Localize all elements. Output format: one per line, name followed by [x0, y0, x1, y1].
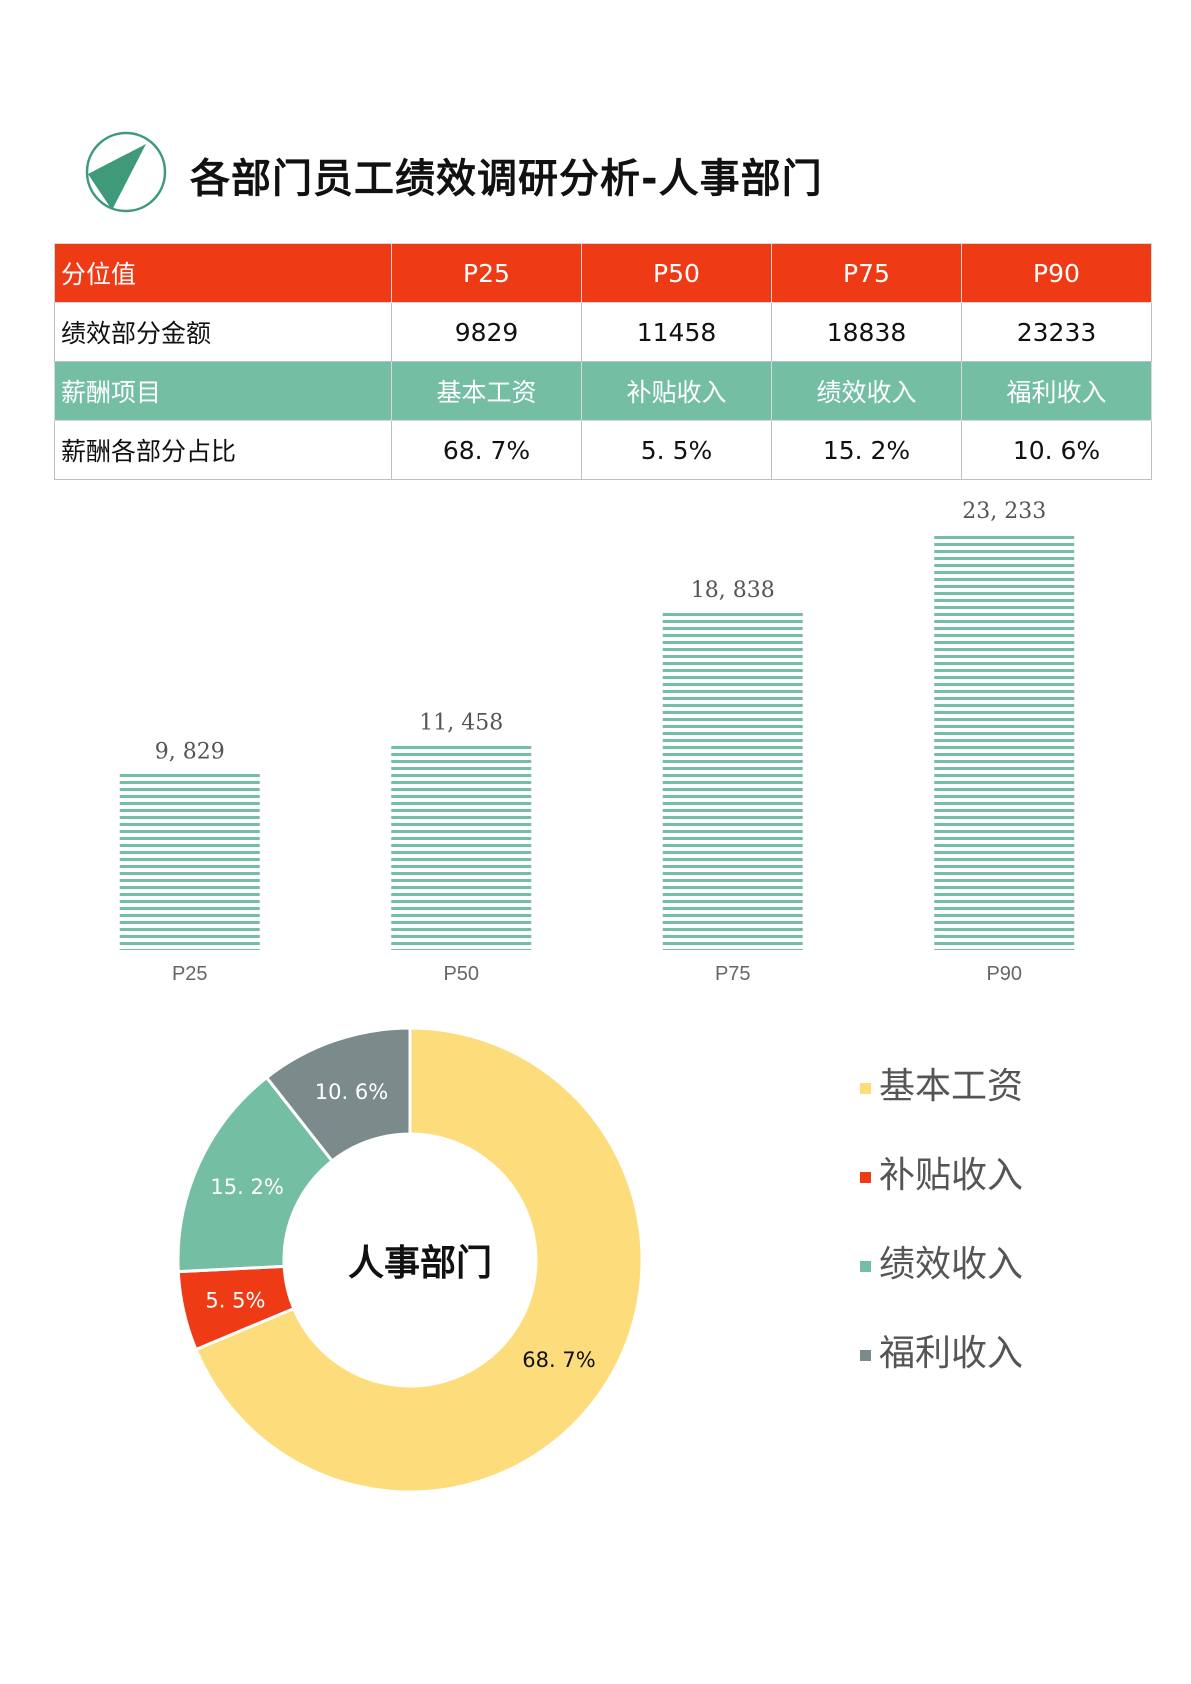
table-row: 绩效部分金额 9829 11458 18838 23233: [54, 302, 1152, 362]
bar-p75: [662, 611, 803, 950]
bar-p90: [934, 533, 1075, 950]
x-tick-label: P75: [715, 963, 751, 985]
table-cell: 23233: [961, 302, 1152, 362]
table-row-header: 薪酬项目: [54, 361, 392, 421]
donut-slice-label: 15. 2%: [210, 1175, 283, 1199]
triangle-logo-icon: [85, 131, 167, 213]
table-cell: 68. 7%: [391, 420, 582, 480]
donut-slice: [264, 1026, 412, 1164]
salary-donut-chart: 68. 7% 5. 5% 15. 2% 10. 6% 人事部门: [176, 1026, 644, 1494]
legend-swatch: [860, 1172, 871, 1183]
table-cell: 补贴收入: [581, 361, 772, 421]
table-cell: P50: [581, 243, 772, 303]
legend-swatch: [860, 1083, 871, 1094]
bar-data-label: 11, 458: [419, 710, 503, 735]
donut-center-label: 人事部门: [348, 1243, 492, 1284]
table-row-header: 绩效部分金额: [54, 302, 392, 362]
donut-slice: [193, 1026, 644, 1494]
donut-slice: [176, 1075, 335, 1274]
table-cell: 绩效收入: [771, 361, 962, 421]
bar-data-label: 9, 829: [155, 740, 225, 765]
page-title: 各部门员工绩效调研分析-人事部门: [190, 156, 823, 202]
bar-p25: [119, 773, 260, 950]
x-tick-label: P90: [986, 963, 1022, 985]
bar-p50: [391, 744, 532, 950]
table-cell: 基本工资: [391, 361, 582, 421]
table-row-header: 薪酬各部分占比: [54, 420, 392, 480]
donut-slice-label: 10. 6%: [315, 1080, 388, 1104]
summary-table: 分位值 P25 P50 P75 P90 绩效部分金额 9829 11458 18838 23233…: [54, 243, 1152, 480]
legend-item: 福利收入: [860, 1332, 1160, 1421]
table-cell: P25: [391, 243, 582, 303]
legend-swatch: [860, 1261, 871, 1272]
table-row: 薪酬各部分占比 68. 7% 5. 5% 15. 2% 10. 6%: [54, 420, 1152, 480]
legend-swatch: [860, 1350, 871, 1361]
bar-data-label: 23, 233: [962, 499, 1046, 524]
legend-item: 补贴收入: [860, 1154, 1160, 1243]
table-cell: 15. 2%: [771, 420, 962, 480]
donut-slice-label: 5. 5%: [205, 1289, 265, 1313]
legend-item: 绩效收入: [860, 1243, 1160, 1332]
legend-item: 基本工资: [860, 1065, 1160, 1154]
table-row-header: 分位值: [54, 243, 392, 303]
table-row: 分位值 P25 P50 P75 P90: [54, 243, 1152, 303]
table-cell: 11458: [581, 302, 772, 362]
table-cell: P90: [961, 243, 1152, 303]
table-cell: 9829: [391, 302, 582, 362]
bar-data-label: 18, 838: [691, 578, 775, 603]
table-cell: 福利收入: [961, 361, 1152, 421]
table-cell: 5. 5%: [581, 420, 772, 480]
donut-slice-label: 68. 7%: [522, 1348, 595, 1372]
page-header: 各部门员工绩效调研分析-人事部门: [84, 130, 1084, 214]
x-tick-label: P50: [443, 963, 479, 985]
donut-legend: 基本工资补贴收入绩效收入福利收入: [860, 1065, 1160, 1421]
legend-label: 基本工资: [879, 1066, 1024, 1107]
table-cell: P75: [771, 243, 962, 303]
table-row: 薪酬项目 基本工资 补贴收入 绩效收入 福利收入: [54, 361, 1152, 421]
table-cell: 18838: [771, 302, 962, 362]
legend-label: 福利收入: [879, 1333, 1024, 1374]
legend-label: 绩效收入: [879, 1244, 1024, 1285]
percentile-bar-chart: 9, 829 P25 11, 458 P50 18, 838 P75 23, 233 P90: [119, 499, 1075, 985]
table-cell: 10. 6%: [961, 420, 1152, 480]
legend-label: 补贴收入: [879, 1155, 1024, 1196]
x-tick-label: P25: [172, 963, 208, 985]
